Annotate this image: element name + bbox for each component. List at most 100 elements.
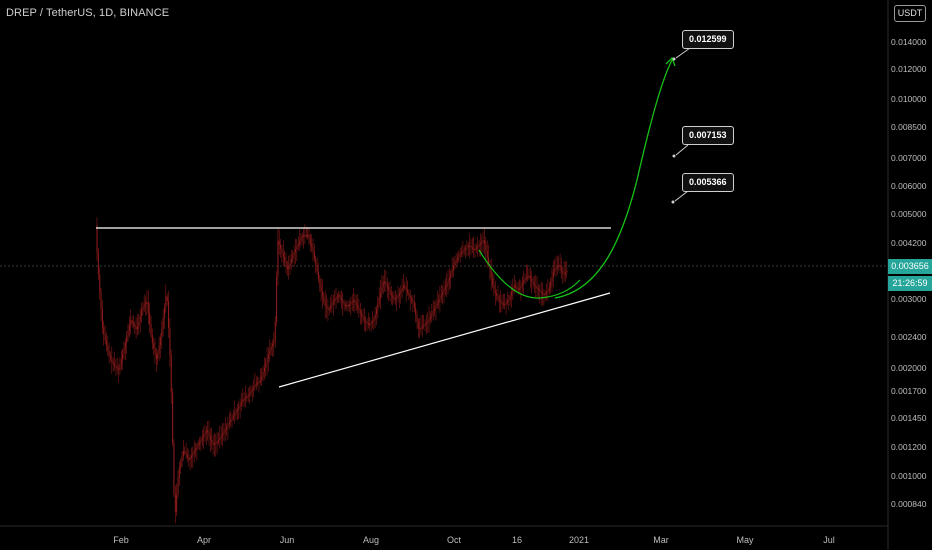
- candle-body: [208, 432, 210, 436]
- candle-body: [288, 266, 290, 270]
- candle-body: [142, 307, 144, 311]
- candle-body: [376, 308, 378, 315]
- candle-body: [385, 281, 387, 285]
- candle-body: [370, 322, 372, 325]
- y-tick-label: 0.001700: [891, 386, 927, 396]
- candle-body: [177, 478, 179, 495]
- candle-body: [466, 246, 468, 249]
- candle-body: [450, 273, 452, 278]
- candle-body: [398, 293, 400, 296]
- candle-body: [506, 301, 508, 303]
- candle-body: [231, 417, 233, 421]
- candle-body: [245, 397, 247, 400]
- candle-body: [178, 467, 180, 479]
- candle-body: [161, 328, 163, 338]
- candle-body: [168, 301, 170, 328]
- candle-body: [320, 285, 322, 292]
- candle-body: [158, 345, 160, 354]
- candle-body: [517, 288, 519, 290]
- candle-body: [149, 313, 151, 324]
- candle-body: [127, 330, 129, 337]
- candle-body: [324, 301, 326, 306]
- x-tick-label: 16: [511, 535, 523, 545]
- candle-body: [138, 321, 140, 327]
- candle-body: [290, 258, 292, 263]
- candle-body: [412, 300, 414, 304]
- candle-body: [212, 442, 214, 445]
- candle-body: [473, 248, 475, 251]
- candle-body: [103, 326, 105, 335]
- candle-body: [533, 283, 535, 286]
- candle-body: [180, 461, 182, 468]
- candle-body: [196, 446, 198, 449]
- candle-body: [278, 240, 280, 245]
- candle-body: [405, 287, 407, 290]
- candle-body: [349, 304, 351, 306]
- candle-body: [558, 265, 560, 267]
- candle-body: [539, 289, 541, 292]
- candle-body: [477, 245, 479, 248]
- candle-body: [184, 451, 186, 453]
- x-tick-label: Mar: [653, 535, 669, 545]
- candle-body: [134, 324, 136, 327]
- candles-group: [96, 217, 568, 524]
- candle-body: [373, 319, 375, 322]
- candle-body: [354, 300, 356, 303]
- candle-body: [359, 310, 361, 314]
- candle-body: [267, 354, 269, 359]
- candle-body: [205, 430, 207, 433]
- candle-body: [255, 383, 257, 386]
- candle-body: [407, 290, 409, 293]
- candle-body: [204, 432, 206, 435]
- candle-body: [548, 287, 550, 291]
- candle-body: [273, 341, 275, 344]
- callout-tail-3: [674, 190, 689, 202]
- candle-body: [258, 381, 260, 383]
- candle-body: [475, 247, 477, 249]
- candle-body: [209, 436, 211, 440]
- candle-body: [479, 243, 481, 245]
- candle-body: [195, 448, 197, 451]
- candle-body: [347, 305, 349, 307]
- candle-body: [467, 245, 469, 247]
- candle-body: [355, 302, 357, 306]
- candle-body: [447, 281, 449, 284]
- candle-body: [197, 444, 199, 447]
- candle-body: [242, 399, 244, 402]
- candle-body: [419, 328, 421, 330]
- candle-body: [538, 288, 540, 290]
- candle-body: [192, 453, 194, 456]
- candle-body: [238, 406, 240, 409]
- candle-body: [424, 323, 426, 326]
- candle-body: [504, 303, 506, 306]
- candle-body: [403, 285, 405, 289]
- candle-body: [535, 285, 537, 288]
- candle-body: [326, 305, 328, 308]
- candle-body: [369, 323, 371, 326]
- candle-body: [496, 293, 498, 296]
- candle-body: [344, 305, 346, 307]
- candle-body: [269, 350, 271, 355]
- callout-target-2[interactable]: 0.007153: [682, 126, 734, 145]
- candle-body: [454, 262, 456, 266]
- candle-body: [164, 307, 166, 318]
- candle-body: [137, 326, 139, 330]
- candle-body: [486, 250, 488, 258]
- candle-body: [351, 301, 353, 303]
- currency-unit-button[interactable]: USDT: [894, 5, 926, 22]
- candle-body: [262, 372, 264, 377]
- candle-body: [322, 291, 324, 297]
- candle-body: [357, 305, 359, 308]
- callout-pointer-1: [672, 57, 676, 61]
- candle-body: [481, 241, 483, 244]
- callout-target-1[interactable]: 0.012599: [682, 30, 734, 49]
- candle-body: [521, 282, 523, 286]
- y-tick-label: 0.014000: [891, 37, 927, 47]
- callout-target-3[interactable]: 0.005366: [682, 173, 734, 192]
- candle-body: [219, 438, 221, 441]
- candle-body: [188, 457, 190, 460]
- candle-body: [327, 307, 329, 309]
- candle-body: [112, 361, 114, 365]
- candle-body: [378, 298, 380, 304]
